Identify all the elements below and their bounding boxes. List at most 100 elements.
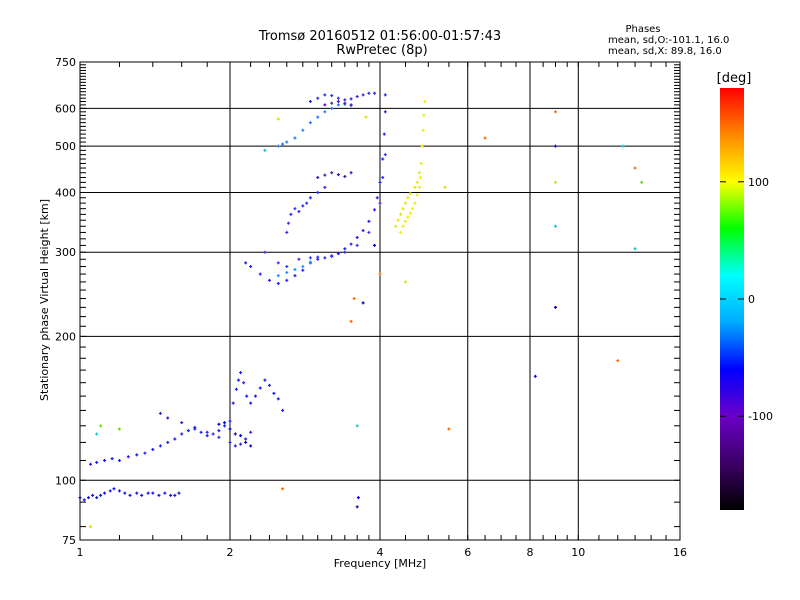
data-point	[373, 208, 377, 212]
data-point	[223, 421, 227, 425]
data-point	[420, 144, 424, 148]
data-point	[422, 113, 426, 117]
scatter-points	[78, 91, 644, 529]
data-point	[301, 265, 305, 269]
data-point	[330, 171, 334, 175]
data-point	[108, 489, 112, 493]
colorbar-label: [deg]	[717, 71, 752, 86]
data-point	[228, 427, 232, 431]
data-point	[281, 408, 285, 412]
data-point	[193, 425, 197, 429]
data-point	[276, 117, 280, 121]
data-point	[553, 305, 557, 309]
data-point	[349, 242, 353, 246]
data-point	[258, 272, 262, 276]
data-point	[336, 100, 340, 104]
data-point	[378, 201, 382, 205]
data-point	[330, 94, 334, 98]
data-point	[258, 386, 262, 390]
y-tick-label: 300	[55, 246, 76, 259]
data-point	[231, 401, 235, 405]
data-point	[173, 437, 177, 441]
data-point	[180, 421, 184, 425]
data-point	[103, 491, 107, 495]
data-point	[249, 430, 253, 434]
y-tick-label: 200	[55, 330, 76, 343]
data-point	[166, 440, 170, 444]
data-point	[128, 493, 132, 497]
data-point	[117, 458, 121, 462]
data-point	[158, 444, 162, 448]
data-point	[343, 250, 347, 254]
x-tick-label: 16	[673, 546, 687, 559]
data-point	[135, 491, 139, 495]
data-point	[281, 487, 285, 491]
data-point	[173, 493, 177, 497]
data-point	[242, 381, 246, 385]
data-point	[151, 447, 155, 451]
data-point	[640, 180, 644, 184]
data-point	[281, 142, 285, 146]
data-point	[186, 429, 190, 433]
data-point	[151, 491, 155, 495]
data-point	[293, 268, 297, 272]
data-point	[244, 261, 248, 265]
data-point	[276, 261, 280, 265]
data-point	[330, 106, 334, 110]
data-point	[419, 161, 423, 165]
data-point	[301, 128, 305, 132]
data-point	[82, 498, 86, 502]
data-point	[308, 100, 312, 104]
data-point	[95, 496, 99, 500]
data-point	[553, 144, 557, 148]
data-point	[308, 196, 312, 200]
data-point	[239, 434, 243, 438]
data-point	[99, 493, 103, 497]
data-point	[308, 260, 312, 264]
data-point	[263, 148, 267, 152]
data-point	[349, 97, 353, 101]
data-point	[199, 430, 203, 434]
data-point	[406, 215, 410, 219]
data-point	[323, 110, 327, 114]
data-point	[383, 110, 387, 114]
data-point	[95, 432, 99, 436]
data-point	[217, 422, 221, 426]
data-point	[355, 243, 359, 247]
data-point	[249, 401, 253, 405]
data-point	[413, 201, 417, 205]
data-point	[285, 140, 289, 144]
data-point	[117, 489, 121, 493]
data-point	[355, 424, 359, 428]
data-point	[135, 453, 139, 457]
data-point	[413, 185, 417, 189]
data-point	[117, 427, 121, 431]
data-point	[308, 121, 312, 125]
data-point	[89, 462, 93, 466]
data-point	[367, 91, 371, 95]
colorbar-tick-label: -100	[748, 410, 773, 423]
data-point	[223, 424, 227, 428]
y-axis-label: Stationary phase Virtual Height [km]	[38, 199, 51, 401]
data-point	[297, 257, 301, 261]
data-point	[408, 211, 412, 215]
data-point	[249, 444, 253, 448]
data-point	[245, 394, 249, 398]
data-point	[146, 491, 150, 495]
data-point	[316, 175, 320, 179]
plot-frame	[79, 61, 681, 541]
data-point	[276, 274, 280, 278]
data-point	[330, 254, 334, 258]
minor-ticks	[80, 62, 680, 540]
data-point	[381, 175, 385, 179]
data-point	[443, 185, 447, 189]
data-point	[289, 212, 293, 216]
data-point	[263, 250, 267, 254]
data-point	[378, 272, 382, 276]
data-point	[616, 359, 620, 363]
x-axis-label: Frequency [MHz]	[334, 557, 426, 570]
data-point	[361, 229, 365, 233]
data-point	[330, 101, 334, 105]
data-point	[169, 493, 173, 497]
data-point	[233, 432, 237, 436]
